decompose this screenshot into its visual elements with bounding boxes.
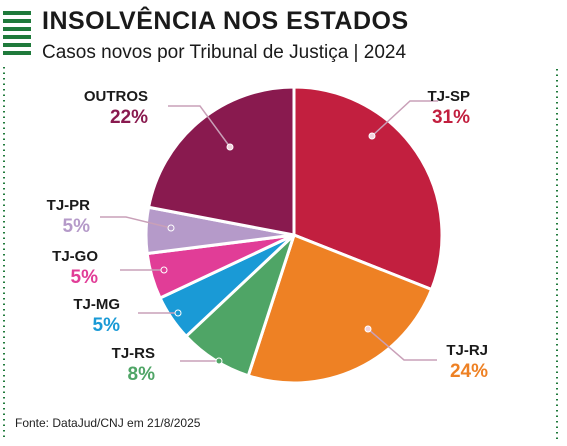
leader-dot-tj-mg [174, 309, 182, 317]
slice-value-tj-pr: 5% [63, 216, 91, 237]
slice-value-outros: 22% [110, 107, 148, 128]
slice-value-tj-sp: 31% [432, 107, 470, 128]
leader-dot-tj-pr [167, 224, 175, 232]
slice-label-tj-sp: TJ-SP [427, 88, 470, 105]
pie-slice-tj-sp [292, 85, 444, 292]
leader-dot-tj-rj [364, 325, 372, 333]
title-stripes-icon [3, 11, 31, 55]
chart-subtitle: Casos novos por Tribunal de Justiça | 20… [42, 42, 407, 63]
leader-dot-outros [226, 143, 234, 151]
source-note: Fonte: DataJud/CNJ em 21/8/2025 [15, 416, 201, 430]
slice-value-tj-mg: 5% [93, 315, 121, 336]
leader-dot-tj-sp [368, 132, 376, 140]
leader-line-tj-sp [371, 100, 438, 137]
slice-label-outros: OUTROS [84, 88, 148, 105]
slice-label-tj-rs: TJ-RS [112, 345, 155, 362]
dotted-frame [3, 66, 558, 441]
leader-line-outros [168, 105, 231, 148]
slice-label-tj-go: TJ-GO [52, 248, 98, 265]
slice-value-tj-rs: 8% [128, 364, 156, 385]
leader-dot-tj-rs [215, 357, 223, 365]
leader-dot-tj-go [160, 266, 168, 274]
pie-slice-outros [146, 85, 296, 237]
pie-slice-tj-rj [246, 233, 434, 385]
leader-line-tj-rj [367, 328, 437, 361]
slice-label-tj-rj: TJ-RJ [446, 342, 488, 359]
slice-label-tj-pr: TJ-PR [47, 197, 91, 214]
slice-label-tj-mg: TJ-MG [73, 296, 120, 313]
chart-title: INSOLVÊNCIA NOS ESTADOS [42, 7, 409, 35]
slice-value-tj-go: 5% [71, 267, 99, 288]
leader-line-tj-pr [100, 216, 172, 229]
slice-value-tj-rj: 24% [450, 361, 488, 382]
